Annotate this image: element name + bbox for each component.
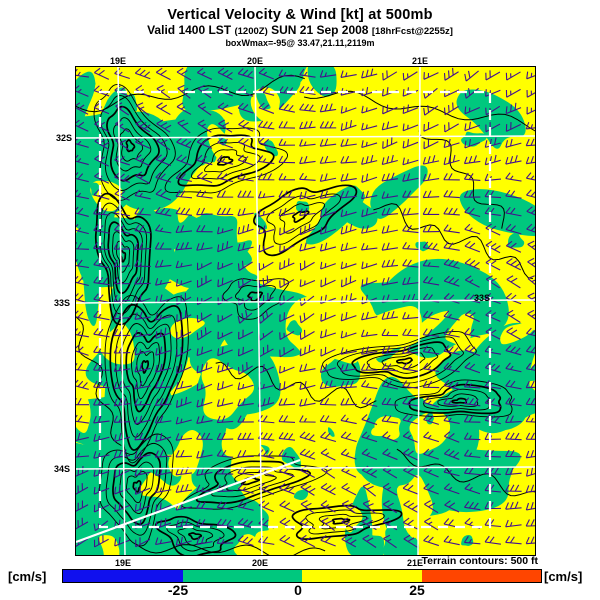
valid-time-line: Valid 1400 LST (1200Z) SUN 21 Sep 2008 [… — [0, 23, 600, 37]
terrain-contours-note: Terrain contours: 500 ft — [421, 555, 539, 567]
page-title: Vertical Velocity & Wind [kt] at 500mb — [167, 7, 433, 23]
valid-time-main: Valid 1400 LST — [147, 23, 232, 37]
lat-label-inner-33s: 33S — [474, 293, 491, 303]
colorbar-tick-neg25: -25 — [167, 582, 189, 598]
units-label-left: [cm/s] — [8, 569, 47, 584]
lat-label-33s: 33S — [54, 298, 71, 308]
units-label-right: [cm/s] — [544, 569, 583, 584]
colorbar — [62, 569, 542, 583]
lon-label-bottom-20e: 20E — [252, 558, 269, 568]
max-value-annotation: boxWmax=-95@ 33.47,21.11,2119m — [225, 38, 375, 48]
colorbar-segment-yellow — [302, 570, 422, 582]
colorbar-segment-orange — [421, 570, 541, 582]
valid-time-zulu: (1200Z) — [234, 26, 268, 37]
colorbar-segment-green — [182, 570, 302, 582]
forecast-hour-tag: [18hrFcst@2255z] — [371, 26, 453, 37]
colorbar-segment-blue — [63, 570, 183, 582]
lon-label-bottom-21e: 21E — [407, 558, 424, 568]
lon-label-top-20e: 20E — [247, 56, 264, 66]
colorbar-tick-25: 25 — [409, 582, 425, 598]
lon-label-bottom-19e: 19E — [115, 558, 132, 568]
map-canvas — [75, 66, 536, 556]
lat-label-32s: 32S — [56, 133, 73, 143]
colorbar-tick-0: 0 — [294, 582, 302, 598]
lat-label-34s: 34S — [54, 464, 71, 474]
lon-label-top-21e: 21E — [412, 56, 429, 66]
lon-label-top-19e: 19E — [110, 56, 127, 66]
valid-date: SUN 21 Sep 2008 — [271, 23, 369, 37]
